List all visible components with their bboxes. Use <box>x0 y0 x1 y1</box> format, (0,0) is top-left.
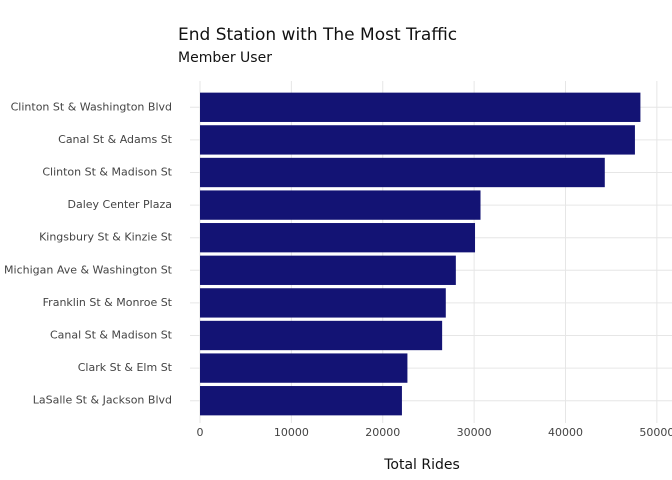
y-tick-label: Canal St & Madison St <box>50 329 173 342</box>
bar <box>200 288 446 318</box>
y-tick-label: Canal St & Adams St <box>58 133 173 146</box>
y-tick-label: Kingsbury St & Kinzie St <box>39 231 173 244</box>
bar <box>200 223 476 253</box>
bar <box>200 157 605 188</box>
y-tick-label: Michigan Ave & Washington St <box>4 263 173 276</box>
bar <box>200 320 443 351</box>
y-tick-label: Clinton St & Washington Blvd <box>11 100 172 113</box>
y-tick-label: Clinton St & Madison St <box>42 166 172 179</box>
x-tick-label: 30000 <box>457 426 492 439</box>
x-tick-label: 20000 <box>365 426 400 439</box>
bar <box>200 92 641 122</box>
y-tick-label: Franklin St & Monroe St <box>43 296 173 309</box>
x-tick-label: 50000 <box>639 426 672 439</box>
y-tick-label: Clark St & Elm St <box>78 361 173 374</box>
bar <box>200 125 635 155</box>
x-tick-label: 0 <box>197 426 204 439</box>
y-tick-label: Daley Center Plaza <box>67 198 172 211</box>
chart-subtitle: Member User <box>178 50 272 66</box>
x-axis-label: Total Rides <box>383 457 460 473</box>
y-tick-label: LaSalle St & Jackson Blvd <box>33 394 172 407</box>
x-tick-label: 10000 <box>274 426 309 439</box>
x-tick-label: 40000 <box>548 426 583 439</box>
bar <box>200 255 456 285</box>
bar <box>200 190 481 220</box>
bar <box>200 386 402 416</box>
chart-title: End Station with The Most Traffic <box>178 25 457 45</box>
bar <box>200 353 408 383</box>
